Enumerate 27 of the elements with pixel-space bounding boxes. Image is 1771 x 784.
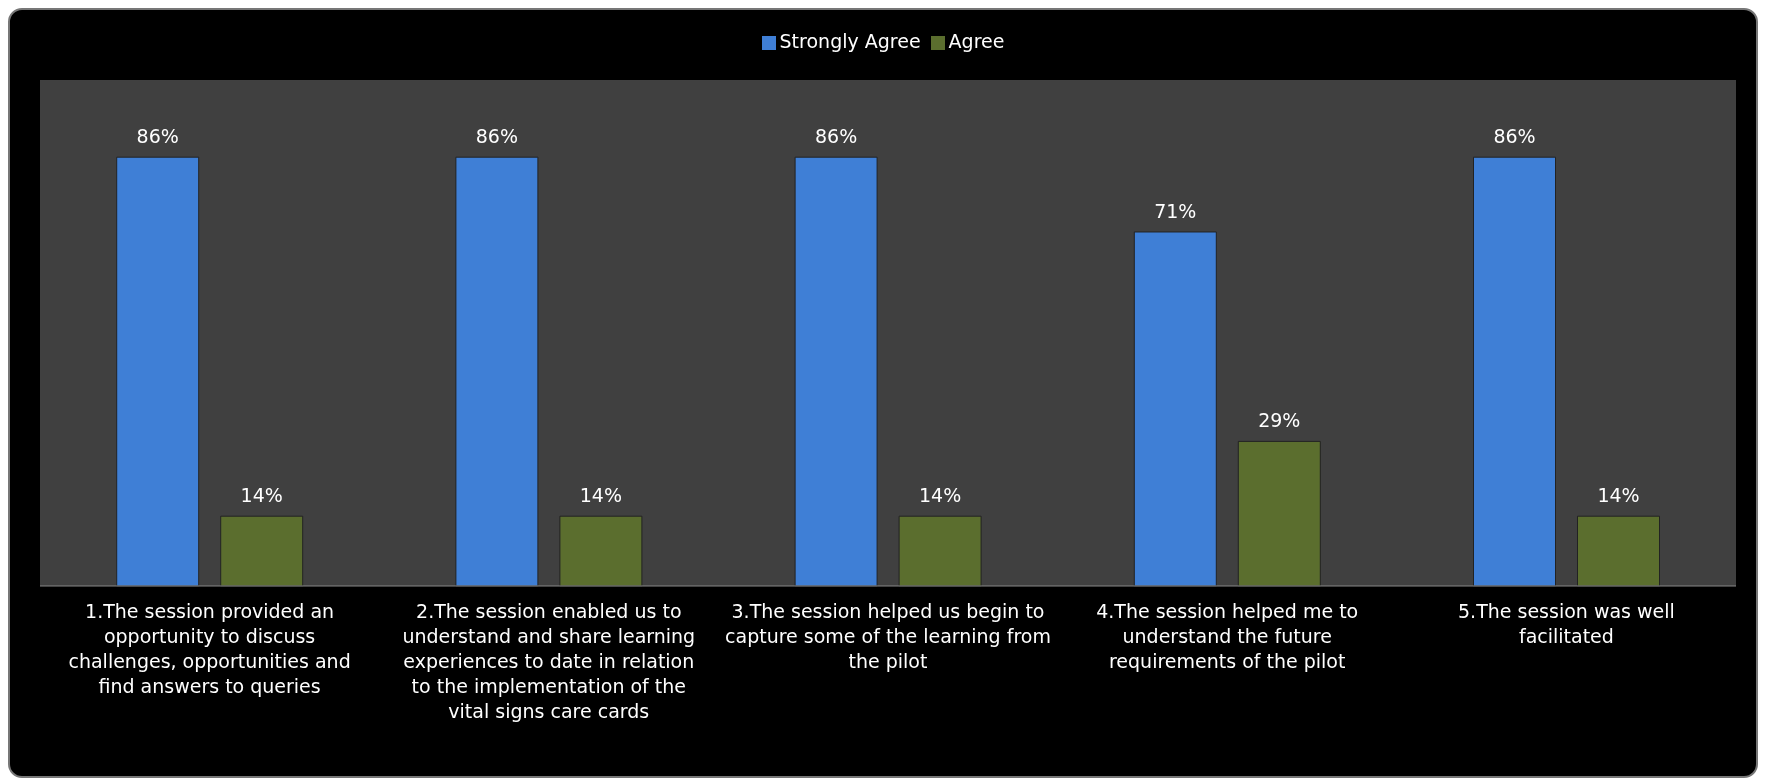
data-label: 86% xyxy=(814,125,858,148)
legend-label: Strongly Agree xyxy=(779,30,921,52)
data-label: 29% xyxy=(1258,409,1301,432)
bar xyxy=(116,156,200,587)
x-tick-label: 4.The session helped me to understand the future requirements of the pilot xyxy=(1096,600,1359,672)
bar xyxy=(1133,231,1217,587)
bar xyxy=(794,156,878,587)
bar xyxy=(1577,515,1660,587)
bar xyxy=(220,515,304,587)
x-tick-label: 1.The session provided an opportunity to discuss challenges, opportunities and find answers to queries xyxy=(68,600,351,697)
data-label: 14% xyxy=(579,484,623,507)
bar xyxy=(1473,156,1556,587)
x-tick-label: 3.The session helped us begin to capture some of the learning from the pilot xyxy=(725,600,1051,672)
data-label: 14% xyxy=(1597,484,1640,507)
bar xyxy=(559,515,643,587)
data-label: 86% xyxy=(136,125,179,148)
data-label: 86% xyxy=(475,125,519,148)
bar xyxy=(455,156,539,587)
bar xyxy=(1237,440,1321,587)
legend-label: Agree xyxy=(948,30,1005,52)
data-label: 14% xyxy=(918,484,962,507)
data-label: 86% xyxy=(1493,125,1536,148)
x-tick-label: 2.The session enabled us to understand and share learning experiences to date in relation to the implementation of the vital signs care cards xyxy=(402,600,696,722)
bar xyxy=(898,515,982,587)
data-label: 71% xyxy=(1154,199,1197,222)
x-tick-label: 5.The session was well facilitated xyxy=(1458,600,1675,647)
data-label: 14% xyxy=(240,484,283,507)
